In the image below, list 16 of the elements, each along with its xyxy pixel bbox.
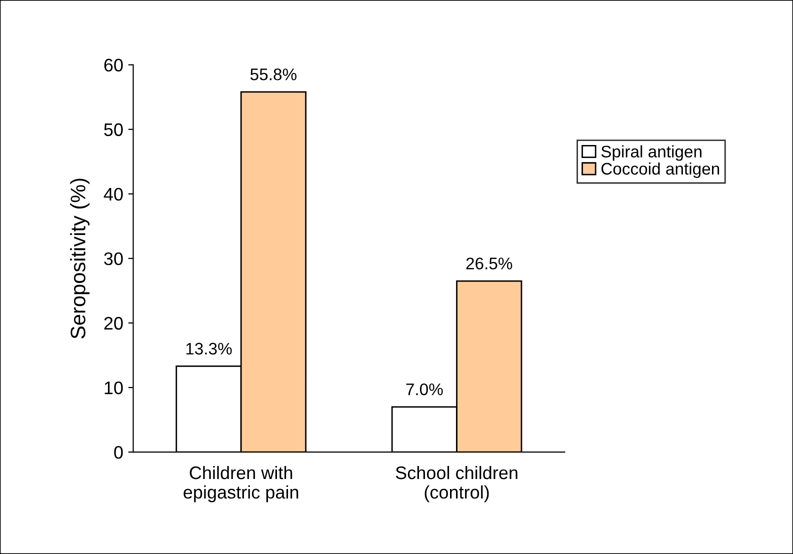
data-label: 26.5% [466, 258, 512, 270]
y-tick-label: 40 [104, 188, 123, 201]
y-tick-label: 50 [104, 123, 123, 136]
y-tick-label: 20 [104, 316, 123, 330]
y-tick-label: 60 [104, 58, 123, 72]
legend-label: Coccoid antigen [601, 162, 720, 178]
data-label: 7.0% [406, 383, 443, 396]
x-tick-label: Children with epigastric pain [184, 466, 298, 502]
y-tick-label: 0 [114, 446, 123, 459]
y-axis-title: Seropositivity (%) [70, 178, 90, 339]
data-label: 55.8% [250, 68, 296, 80]
y-tick-label: 10 [104, 381, 123, 394]
data-label: 13.3% [186, 342, 232, 355]
legend-label: Spiral antigen [601, 145, 702, 161]
x-tick-label: School children (control) [396, 466, 518, 502]
y-tick-label: 30 [104, 252, 123, 266]
